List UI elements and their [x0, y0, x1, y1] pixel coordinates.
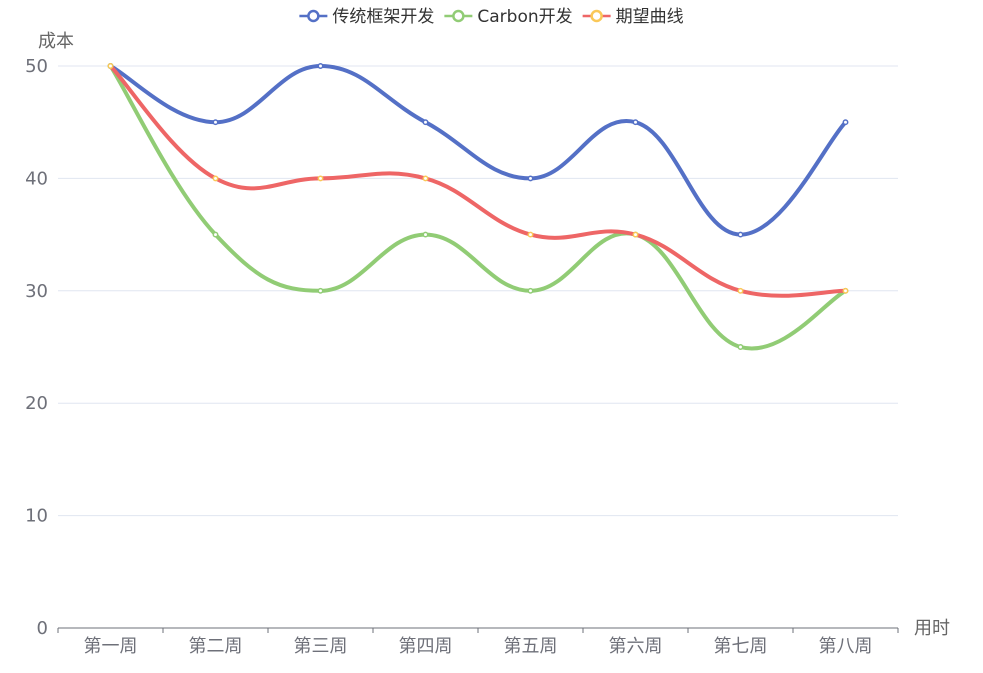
data-point[interactable]	[317, 287, 324, 294]
legend-item[interactable]: 传统框架开发	[299, 7, 434, 27]
y-tick-label: 40	[25, 168, 48, 189]
y-tick-label: 30	[25, 281, 48, 302]
data-point[interactable]	[422, 119, 429, 126]
x-tick-label: 第八周	[819, 636, 873, 657]
series-3	[107, 63, 849, 298]
legend-marker-icon	[590, 9, 603, 23]
x-axis: 第一周 第二周 第三周 第四周 第五周 第六周 第七周 第八周	[57, 627, 899, 657]
legend-item[interactable]: 期望曲线	[582, 7, 684, 27]
legend[interactable]: 传统框架开发 Carbon开发 期望曲线	[299, 7, 684, 27]
x-tick-label: 第七周	[714, 636, 768, 657]
legend-marker-icon	[452, 9, 465, 23]
data-point[interactable]	[527, 231, 534, 238]
legend-label: 期望曲线	[616, 7, 684, 27]
data-point[interactable]	[632, 231, 639, 238]
legend-label: Carbon开发	[477, 7, 572, 27]
data-point[interactable]	[632, 119, 639, 126]
legend-marker-icon	[307, 9, 320, 23]
data-point[interactable]	[527, 175, 534, 182]
series-1	[107, 63, 849, 238]
y-tick-label: 50	[25, 56, 48, 77]
data-point[interactable]	[317, 175, 324, 182]
data-point[interactable]	[737, 231, 744, 238]
data-point[interactable]	[212, 231, 219, 238]
data-point[interactable]	[737, 344, 744, 350]
data-point[interactable]	[317, 63, 324, 69]
y-tick-label: 10	[25, 506, 48, 527]
legend-label: 传统框架开发	[332, 7, 434, 27]
data-point[interactable]	[842, 287, 849, 294]
y-axis-label: 成本	[38, 31, 74, 52]
x-tick-label: 第一周	[84, 636, 138, 657]
x-tick-label: 第四周	[399, 636, 453, 657]
grid-lines	[58, 65, 898, 517]
data-point[interactable]	[422, 231, 429, 238]
x-axis-label: 用时	[914, 618, 950, 639]
x-tick-label: 第二周	[189, 636, 243, 657]
series-layer	[107, 63, 849, 351]
data-point[interactable]	[422, 175, 429, 182]
series-2	[107, 63, 849, 351]
x-tick-label: 第五周	[504, 636, 558, 657]
data-point[interactable]	[527, 287, 534, 294]
data-point[interactable]	[212, 119, 219, 126]
y-tick-label: 20	[25, 393, 48, 414]
data-point[interactable]	[737, 287, 744, 294]
data-point[interactable]	[107, 63, 114, 69]
y-tick-label: 0	[37, 618, 48, 639]
legend-item[interactable]: Carbon开发	[444, 7, 573, 27]
y-axis: 0 10 20 30 40 50	[25, 56, 48, 639]
x-tick-label: 第三周	[294, 636, 348, 657]
series-line	[108, 64, 848, 237]
x-tick-label: 第六周	[609, 636, 663, 657]
data-point[interactable]	[212, 175, 219, 182]
data-point[interactable]	[842, 119, 849, 126]
